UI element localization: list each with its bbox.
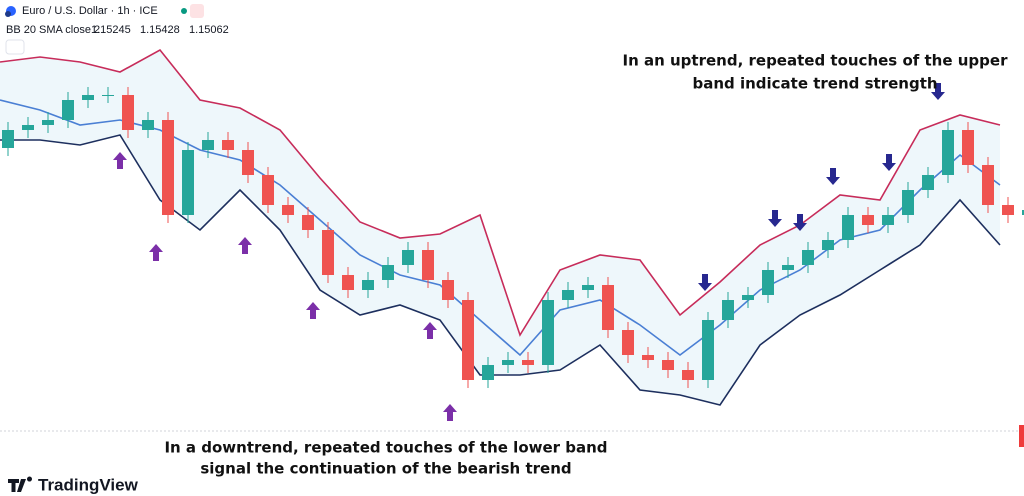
- up-arrow: [149, 244, 163, 261]
- annotation: band indicate trend strength: [692, 75, 937, 93]
- band-line: [0, 48, 1001, 337]
- candle-body: [442, 280, 454, 300]
- candle-body: [662, 360, 674, 370]
- candle-body: [1002, 205, 1014, 215]
- status-badge: [190, 4, 204, 18]
- candle-body: [762, 270, 774, 295]
- candle-body: [502, 360, 514, 365]
- candle-body: [242, 150, 254, 175]
- up-arrow: [238, 237, 252, 254]
- candle-body: [162, 120, 174, 215]
- price-marker: [1019, 425, 1024, 447]
- candle-body: [902, 190, 914, 215]
- candle-body: [182, 150, 194, 215]
- candle-body: [522, 360, 534, 365]
- candle-body: [742, 295, 754, 300]
- candle-body: [22, 125, 34, 130]
- indicator-value: 1.15062: [189, 24, 229, 36]
- candle-body: [482, 365, 494, 380]
- candle-body: [962, 130, 974, 165]
- candle-body: [382, 265, 394, 280]
- candle-body: [202, 140, 214, 150]
- candle-body: [922, 175, 934, 190]
- candle-body: [142, 120, 154, 130]
- up-arrow: [113, 152, 127, 169]
- candle-body: [2, 130, 14, 148]
- candle-body: [862, 215, 874, 225]
- indicator-label: BB 20 SMA close 2: [6, 24, 100, 36]
- candle-body: [682, 370, 694, 380]
- status-dot: [181, 8, 187, 14]
- candle-body: [1022, 210, 1024, 215]
- down-arrow: [882, 154, 896, 171]
- candle-body: [102, 95, 114, 96]
- candle-body: [82, 95, 94, 100]
- candle-body: [802, 250, 814, 265]
- candle-body: [822, 240, 834, 250]
- candle-body: [282, 205, 294, 215]
- candle-body: [342, 275, 354, 290]
- candle-body: [642, 355, 654, 360]
- brand-logo: [8, 476, 32, 492]
- candle-body: [702, 320, 714, 380]
- candle-body: [362, 280, 374, 290]
- brand-name: TradingView: [38, 475, 139, 494]
- candle-body: [462, 300, 474, 380]
- candle-body: [122, 95, 134, 130]
- down-arrow: [768, 210, 782, 227]
- candle-body: [42, 120, 54, 125]
- annotation: signal the continuation of the bearish t…: [200, 460, 571, 478]
- symbol-title: Euro / U.S. Dollar · 1h · ICE: [22, 5, 158, 17]
- candle-body: [402, 250, 414, 265]
- candle-body: [982, 165, 994, 205]
- candle-body: [542, 300, 554, 365]
- up-arrow: [306, 302, 320, 319]
- candle-body: [602, 285, 614, 330]
- candle-body: [782, 265, 794, 270]
- candle-body: [222, 140, 234, 150]
- candle-body: [722, 300, 734, 320]
- plot-area: [0, 48, 1024, 406]
- down-arrow: [698, 274, 712, 291]
- candle-body: [622, 330, 634, 355]
- candle-body: [582, 285, 594, 290]
- up-arrow: [423, 322, 437, 339]
- indicator-value: 1.15428: [140, 24, 180, 36]
- up-arrow: [443, 404, 457, 421]
- candle-body: [942, 130, 954, 175]
- candle-body: [842, 215, 854, 240]
- candle-body: [262, 175, 274, 205]
- collapse-button[interactable]: [5, 39, 25, 55]
- candle-body: [882, 215, 894, 225]
- indicator-value: 1.15245: [91, 24, 131, 36]
- annotation: In a downtrend, repeated touches of the …: [164, 439, 607, 457]
- candle-body: [302, 215, 314, 230]
- annotation: In an uptrend, repeated touches of the u…: [623, 52, 1009, 70]
- candle-body: [322, 230, 334, 275]
- symbol-icon: [5, 11, 11, 17]
- candle-body: [62, 100, 74, 120]
- band-fill: [0, 50, 1000, 405]
- candle-body: [562, 290, 574, 300]
- candle-body: [422, 250, 434, 280]
- down-arrow: [826, 168, 840, 185]
